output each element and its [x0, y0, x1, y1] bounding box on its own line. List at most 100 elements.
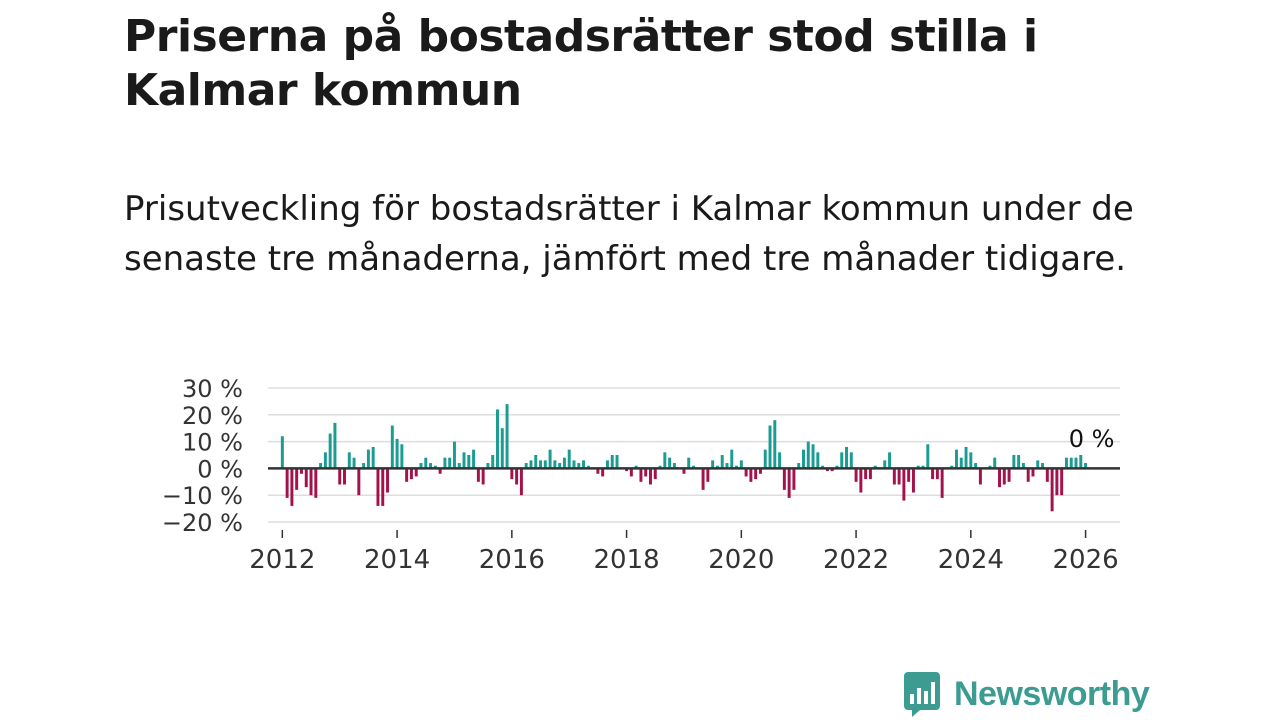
- bar: [371, 446, 375, 469]
- bar: [1060, 468, 1064, 496]
- x-tick-label: 2012: [249, 545, 315, 575]
- bar: [476, 468, 480, 482]
- bar: [706, 468, 710, 482]
- bar: [849, 452, 853, 469]
- bar: [438, 468, 442, 474]
- bars: [280, 404, 1088, 512]
- bar: [1079, 455, 1083, 469]
- bar: [897, 468, 901, 485]
- bar: [955, 449, 958, 469]
- bar: [1021, 463, 1025, 469]
- bar: [309, 468, 313, 496]
- bar: [816, 452, 820, 469]
- bar: [639, 468, 643, 482]
- bar: [562, 457, 566, 469]
- bar: [649, 468, 652, 485]
- y-tick-label: 20 %: [182, 402, 243, 430]
- bar: [701, 468, 705, 490]
- newsworthy-logo-icon: [904, 672, 940, 717]
- bar: [629, 468, 633, 477]
- bar: [328, 433, 332, 469]
- bar: [601, 468, 605, 477]
- bar: [405, 468, 409, 482]
- bar: [950, 465, 954, 469]
- bar: [744, 468, 748, 477]
- bar: [959, 457, 963, 469]
- bar: [386, 468, 390, 493]
- bar: [295, 468, 299, 490]
- x-tick-label: 2018: [593, 545, 659, 575]
- bar: [974, 463, 978, 469]
- bar: [782, 468, 786, 490]
- bar: [452, 441, 456, 469]
- bar: [338, 468, 342, 485]
- bar: [381, 468, 385, 506]
- x-axis: 2012 2014 2016 2018 2020 2022 2024 2026: [249, 530, 1119, 575]
- bar: [615, 455, 619, 469]
- bar: [840, 452, 844, 469]
- bar: [921, 465, 925, 469]
- chart-title: Priserna på bostadsrätter stod stilla i …: [124, 11, 1038, 116]
- bar: [515, 468, 519, 485]
- bar: [1074, 457, 1078, 469]
- bar: [429, 463, 433, 469]
- bar: [682, 468, 686, 474]
- bar: [873, 465, 877, 469]
- bar: [845, 446, 848, 469]
- bar: [711, 460, 715, 469]
- bar-chart: 30 %20 %10 %0 %−10 %−20 % 2012 2014 2016 20…: [162, 375, 1120, 575]
- bar: [505, 404, 509, 469]
- bar: [343, 468, 346, 485]
- bar: [792, 468, 796, 490]
- bar: [773, 420, 777, 469]
- bar: [926, 444, 930, 469]
- newsworthy-logo: Newsworthy: [902, 670, 1150, 718]
- brand-name: Newsworthy: [954, 674, 1150, 713]
- bar: [443, 457, 447, 469]
- bar: [864, 468, 868, 480]
- bar: [892, 468, 896, 485]
- bar: [280, 436, 284, 469]
- bar: [978, 468, 982, 485]
- x-tick-label: 2020: [708, 545, 774, 575]
- bar: [625, 468, 629, 472]
- y-tick-label: −20 %: [162, 509, 243, 537]
- bar: [586, 465, 590, 469]
- y-axis: 30 %20 %10 %0 %−10 %−20 %: [162, 375, 243, 537]
- bar: [558, 463, 562, 469]
- bar: [424, 457, 428, 469]
- bar: [763, 449, 767, 469]
- bar: [419, 463, 423, 469]
- bar: [1026, 468, 1030, 482]
- bar: [333, 422, 337, 469]
- bar: [352, 457, 356, 469]
- bar: [285, 468, 289, 498]
- bar: [534, 455, 538, 469]
- bar: [548, 449, 552, 469]
- bar: [988, 465, 992, 469]
- x-tick-label: 2026: [1052, 545, 1118, 575]
- bar: [314, 468, 318, 498]
- bar: [496, 409, 499, 469]
- bar: [1041, 463, 1045, 469]
- bar: [1064, 457, 1068, 469]
- bar: [467, 455, 471, 469]
- bar: [672, 463, 676, 469]
- bar: [414, 468, 418, 477]
- x-tick-label: 2016: [479, 545, 545, 575]
- y-tick-label: 10 %: [182, 429, 243, 457]
- bar: [687, 457, 691, 469]
- bar: [916, 465, 920, 469]
- x-tick-label: 2022: [823, 545, 889, 575]
- y-tick-label: −10 %: [162, 482, 243, 510]
- bar: [825, 468, 829, 472]
- bar: [964, 446, 968, 469]
- bar: [835, 465, 839, 469]
- bar: [323, 452, 327, 469]
- bar: [395, 438, 399, 469]
- bar: [725, 463, 729, 469]
- bar: [768, 425, 772, 469]
- bar: [730, 449, 734, 469]
- bar: [577, 463, 581, 469]
- bar: [663, 452, 667, 469]
